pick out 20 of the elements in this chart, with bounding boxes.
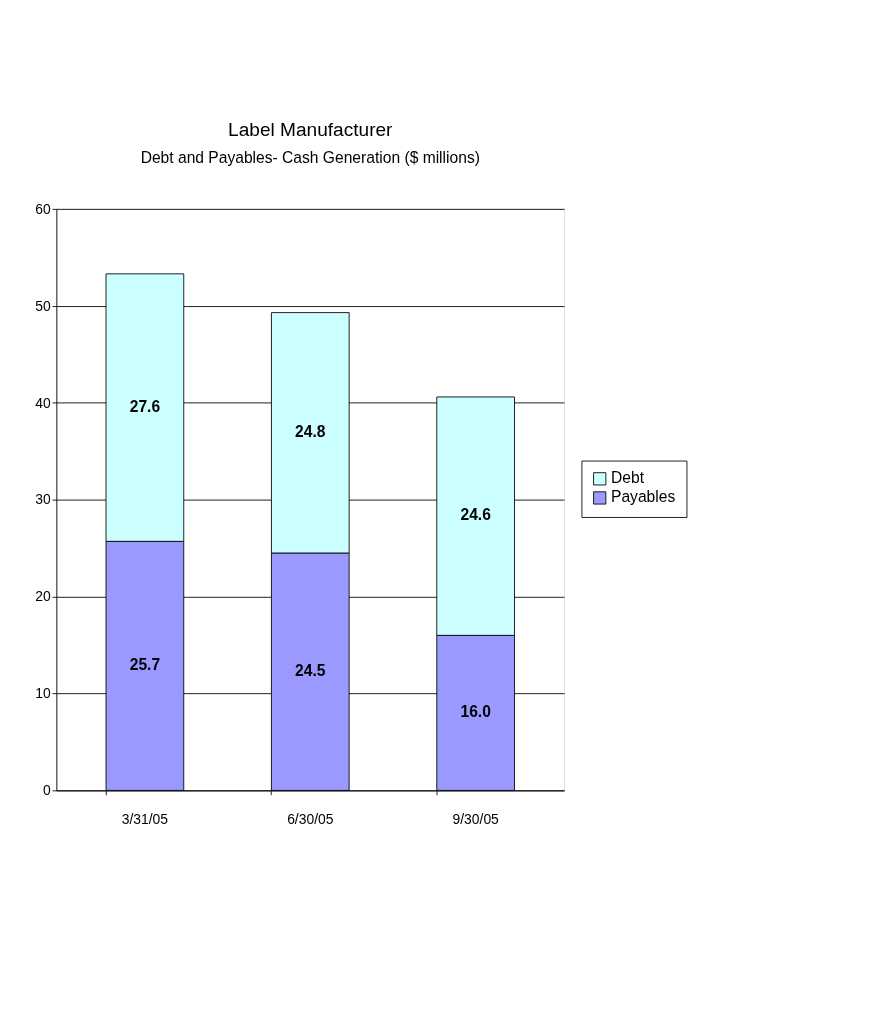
y-tick-label: 50 <box>35 297 52 314</box>
y-tick-label: 20 <box>35 588 52 605</box>
y-tick-label: 30 <box>35 491 52 508</box>
x-tick-label: 9/30/05 <box>452 810 500 827</box>
data-label: 24.8 <box>295 423 326 441</box>
data-label: 16.0 <box>460 703 492 721</box>
data-label: 25.7 <box>129 656 161 674</box>
y-tick-label: 0 <box>43 782 52 799</box>
legend-label: Debt <box>611 469 645 487</box>
chart-title: Label Manufacturer <box>228 119 394 141</box>
chart-subtitle: Debt and Payables- Cash Generation ($ millions) <box>140 148 480 166</box>
data-label: 24.5 <box>295 662 326 680</box>
data-label: 27.6 <box>129 397 161 415</box>
y-tick-label: 40 <box>35 394 52 411</box>
y-tick-label: 10 <box>35 685 52 702</box>
legend-label: Payables <box>611 488 676 506</box>
data-label: 24.6 <box>460 506 492 524</box>
y-tick-label: 60 <box>35 200 52 217</box>
x-tick-label: 6/30/05 <box>287 810 334 827</box>
x-tick-label: 3/31/05 <box>121 810 169 827</box>
